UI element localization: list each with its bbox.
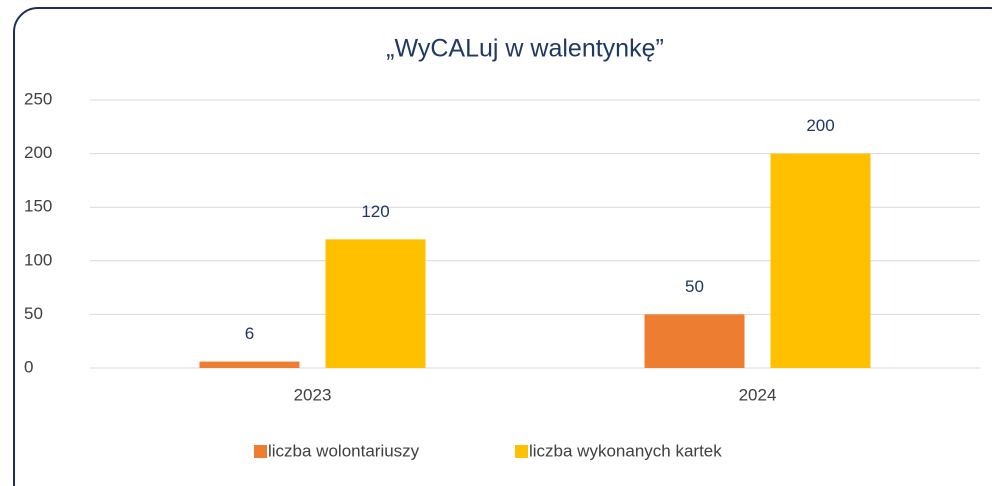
- data-label: 200: [806, 116, 834, 135]
- bar: [770, 153, 871, 368]
- bar: [199, 361, 300, 368]
- y-tick-label: 250: [24, 89, 52, 108]
- bar: [644, 314, 745, 368]
- x-tick-label: 2023: [294, 385, 332, 404]
- legend-label: liczba wykonanych kartek: [529, 441, 722, 460]
- data-label: 50: [685, 277, 704, 296]
- chart-title: „WyCALuj w walentynkę”: [386, 35, 664, 63]
- x-tick-label: 2024: [739, 385, 777, 404]
- data-label: 120: [361, 202, 389, 221]
- y-tick-label: 50: [24, 304, 43, 323]
- y-tick-label: 0: [24, 357, 33, 376]
- legend-label: liczba wolontariuszy: [268, 441, 420, 460]
- legend-swatch: [515, 445, 528, 458]
- legend-swatch: [254, 445, 267, 458]
- data-label: 6: [245, 324, 254, 343]
- y-tick-label: 150: [24, 197, 52, 216]
- y-tick-label: 100: [24, 250, 52, 269]
- bar: [325, 239, 426, 368]
- y-tick-label: 200: [24, 143, 52, 162]
